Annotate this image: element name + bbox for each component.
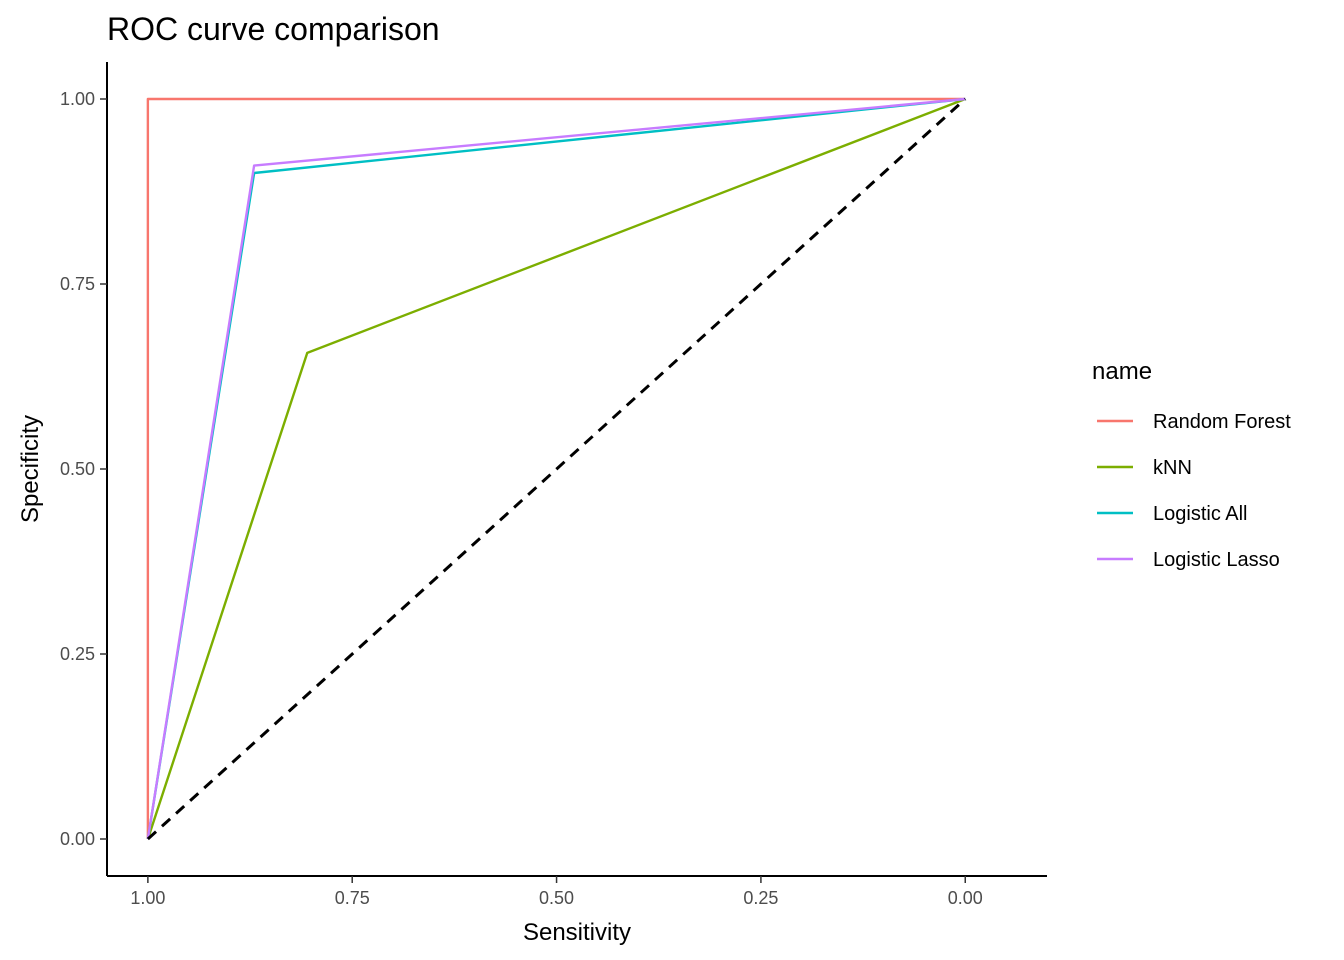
chart-title: ROC curve comparison bbox=[107, 11, 440, 47]
y-tick-label: 1.00 bbox=[60, 89, 95, 109]
legend-label: kNN bbox=[1153, 457, 1192, 479]
y-tick-label: 0.25 bbox=[60, 644, 95, 664]
legend-title: name bbox=[1092, 358, 1152, 385]
reference-diagonal-line bbox=[146, 97, 967, 841]
series-line-random-forest bbox=[146, 97, 966, 839]
legend-label: Random Forest bbox=[1153, 411, 1291, 433]
plot-area bbox=[146, 97, 967, 841]
x-tick-label: 0.00 bbox=[948, 888, 983, 908]
y-tick-label: 0.50 bbox=[60, 459, 95, 479]
legend-label: Logistic Lasso bbox=[1153, 549, 1280, 571]
x-tick-label: 0.75 bbox=[335, 888, 370, 908]
series-line-logistic-lasso bbox=[146, 97, 966, 840]
y-tick-label: 0.75 bbox=[60, 274, 95, 294]
x-axis-title: Sensitivity bbox=[523, 919, 631, 946]
legend: name Random Forest kNN Logistic All Logisti… bbox=[1092, 358, 1291, 571]
y-axis-ticks: 0.00 0.25 0.50 0.75 1.00 bbox=[60, 89, 107, 849]
x-tick-label: 1.00 bbox=[130, 888, 165, 908]
y-axis-title: Specificity bbox=[17, 415, 44, 523]
x-tick-label: 0.50 bbox=[539, 888, 574, 908]
x-tick-label: 0.25 bbox=[743, 888, 778, 908]
x-axis-ticks: 1.00 0.75 0.50 0.25 0.00 bbox=[130, 876, 983, 908]
y-tick-label: 0.00 bbox=[60, 829, 95, 849]
series-line-knn bbox=[146, 97, 966, 840]
legend-label: Logistic All bbox=[1153, 503, 1248, 525]
